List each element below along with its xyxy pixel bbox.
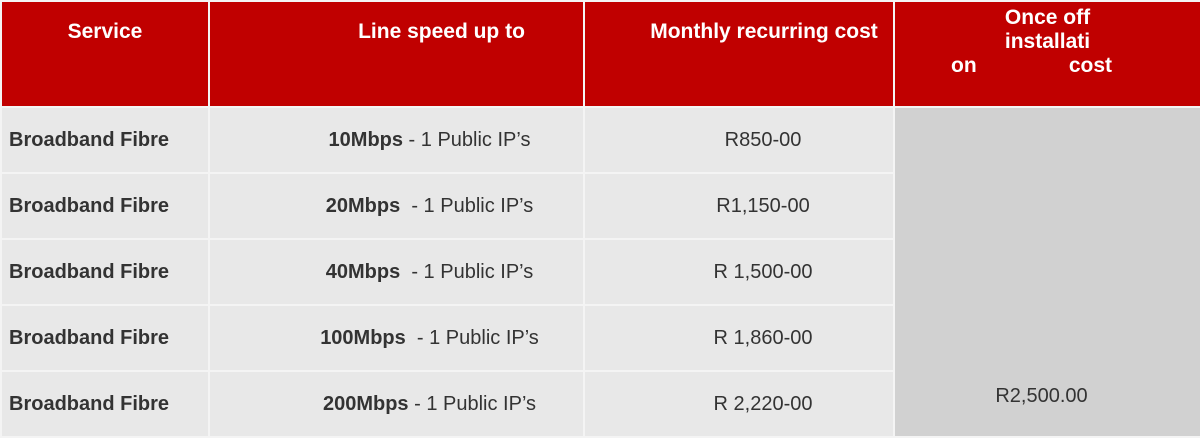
monthly-cost-cell: R1,150-00 bbox=[583, 172, 895, 240]
monthly-cost-cell: R 2,220-00 bbox=[583, 370, 895, 438]
speed-cell: 200Mbps - 1 Public IP’s bbox=[208, 370, 585, 438]
speed-detail: - 1 Public IP’s bbox=[408, 392, 537, 415]
monthly-cost-cell: R 1,860-00 bbox=[583, 304, 895, 372]
header-once-off-cost: cost bbox=[1068, 54, 1112, 77]
installation-cost-cell: R2,500.00 bbox=[893, 106, 1200, 438]
speed-value: 200Mbps bbox=[322, 392, 409, 415]
speed-cell: 20Mbps - 1 Public IP’s bbox=[208, 172, 585, 240]
speed-detail: - 1 Public IP’s bbox=[400, 260, 534, 283]
service-cell: Broadband Fibre bbox=[0, 106, 210, 174]
table-row: Broadband Fibre 10Mbps - 1 Public IP’s R… bbox=[0, 106, 1200, 438]
speed-value: 10Mbps bbox=[328, 128, 403, 151]
speed-value: 40Mbps bbox=[325, 260, 401, 283]
speed-cell: 10Mbps - 1 Public IP’s bbox=[208, 106, 585, 174]
header-once-off-on: on bbox=[951, 54, 977, 77]
header-line-speed: Line speed up to bbox=[208, 0, 585, 108]
table-row: Broadband Fibre 40Mbps - 1 Public IP’s R… bbox=[0, 238, 1200, 306]
service-cell: Broadband Fibre bbox=[0, 370, 210, 438]
speed-detail: - 1 Public IP’s bbox=[405, 326, 539, 349]
header-monthly-cost: Monthly recurring cost bbox=[583, 0, 895, 108]
speed-cell: 40Mbps - 1 Public IP’s bbox=[208, 238, 585, 306]
speed-value: 20Mbps bbox=[325, 194, 401, 217]
service-cell: Broadband Fibre bbox=[0, 172, 210, 240]
speed-detail: - 1 Public IP’s bbox=[403, 128, 531, 151]
service-cell: Broadband Fibre bbox=[0, 304, 210, 372]
header-once-off-line2: installati bbox=[1004, 30, 1091, 53]
table-row: Broadband Fibre 100Mbps - 1 Public IP’s … bbox=[0, 304, 1200, 372]
header-row: Service Line speed up to Monthly recurri… bbox=[0, 0, 1200, 108]
header-once-off-installation-cost: Once off installati on cost bbox=[893, 0, 1200, 108]
speed-cell: 100Mbps - 1 Public IP’s bbox=[208, 304, 585, 372]
table-row: Broadband Fibre 20Mbps - 1 Public IP’s R… bbox=[0, 172, 1200, 240]
header-once-off-line3: on cost bbox=[895, 54, 1200, 78]
header-service: Service bbox=[0, 0, 210, 108]
speed-value: 100Mbps bbox=[320, 326, 406, 349]
monthly-cost-cell: R 1,500-00 bbox=[583, 238, 895, 306]
service-cell: Broadband Fibre bbox=[0, 238, 210, 306]
monthly-cost-cell: R850-00 bbox=[583, 106, 895, 174]
header-once-off-line1: Once off bbox=[1004, 6, 1091, 29]
speed-detail: - 1 Public IP’s bbox=[400, 194, 534, 217]
